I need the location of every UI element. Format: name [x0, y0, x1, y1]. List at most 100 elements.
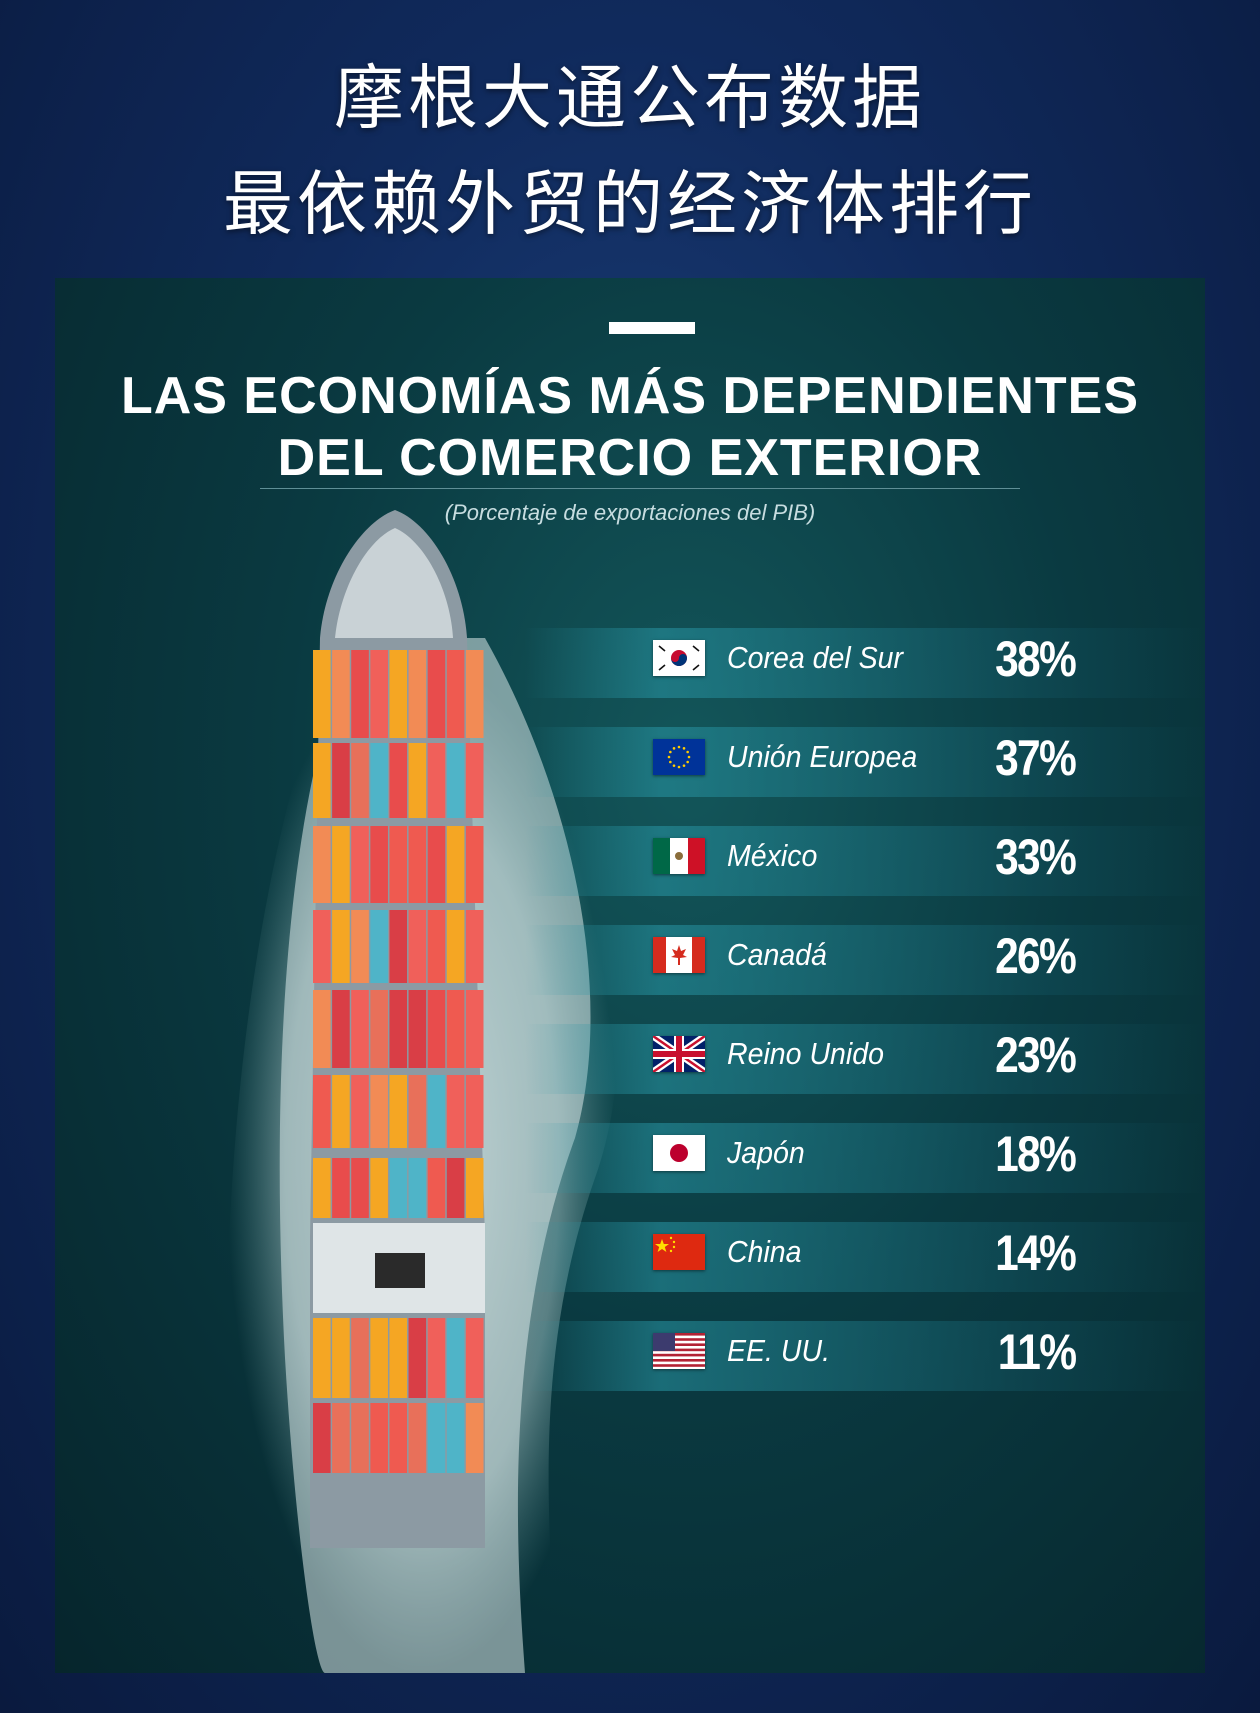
container [370, 990, 388, 1068]
container [370, 1158, 388, 1218]
container [370, 1075, 388, 1148]
country-label: Corea del Sur [727, 640, 903, 675]
container [370, 826, 388, 903]
container [351, 990, 369, 1068]
container [427, 650, 446, 738]
container [332, 743, 350, 818]
container [427, 743, 446, 818]
container [313, 1158, 331, 1218]
container [389, 1075, 408, 1148]
container [446, 1158, 465, 1218]
container [389, 1158, 408, 1218]
container [332, 990, 350, 1068]
container [313, 1318, 331, 1398]
value-label: 38% [995, 631, 1077, 687]
container [408, 990, 427, 1068]
container [427, 990, 446, 1068]
country-label: Reino Unido [727, 1036, 884, 1071]
container [389, 1318, 408, 1398]
chart-title-line-1: LAS ECONOMÍAS MÁS DEPENDIENTES [120, 367, 1140, 425]
container [351, 826, 369, 903]
container [313, 1075, 331, 1148]
container [427, 1158, 446, 1218]
china-flag-icon [653, 1234, 705, 1270]
container [313, 910, 331, 983]
container [389, 910, 408, 983]
container [465, 1075, 484, 1148]
container [446, 1075, 465, 1148]
container [465, 650, 484, 738]
value-label: 33% [995, 829, 1077, 885]
ranking-row: Unión Europea 37% [55, 727, 1205, 797]
container [389, 826, 408, 903]
container [465, 1403, 484, 1473]
row-highlight-band [525, 925, 1205, 995]
container [332, 910, 350, 983]
container [465, 1158, 484, 1218]
row-highlight-band [525, 1321, 1205, 1391]
row-highlight-band [525, 1222, 1205, 1292]
chinese-title-line-2: 最依赖外贸的经济体排行 [223, 163, 1037, 245]
container [389, 743, 408, 818]
container [465, 910, 484, 983]
value-label: 11% [997, 1324, 1076, 1380]
ranking-row: México 33% [55, 826, 1205, 896]
container [427, 1403, 446, 1473]
container [446, 990, 465, 1068]
country-label: México [727, 838, 818, 873]
ranking-row: Reino Unido 23% [55, 1024, 1205, 1094]
container [313, 990, 331, 1068]
container [427, 1318, 446, 1398]
container [351, 1158, 369, 1218]
container [370, 650, 388, 738]
chart-subtitle: (Porcentaje de exportaciones del PIB) [444, 500, 816, 525]
container [408, 1075, 427, 1148]
container [351, 1403, 369, 1473]
container [351, 910, 369, 983]
container [446, 1403, 465, 1473]
container [408, 743, 427, 818]
uk-flag-icon [651, 1033, 707, 1075]
mexico-flag-icon [653, 838, 705, 874]
container [446, 826, 465, 903]
value-label: 23% [995, 1027, 1077, 1083]
value-label: 18% [995, 1126, 1077, 1182]
row-highlight-band [525, 628, 1205, 698]
container [408, 1403, 427, 1473]
container [408, 1318, 427, 1398]
container [351, 1318, 369, 1398]
container [370, 1318, 388, 1398]
container [465, 826, 484, 903]
row-highlight-band [525, 826, 1205, 896]
container [313, 826, 331, 903]
ranking-row: EE. UU. 11% [55, 1321, 1205, 1391]
container [408, 1158, 427, 1218]
container [351, 650, 369, 738]
container [370, 1403, 388, 1473]
container [465, 990, 484, 1068]
chinese-title-line-1: 摩根大通公布数据 [334, 57, 926, 139]
ranking-row: Canadá 26% [55, 925, 1205, 995]
container [465, 1318, 484, 1398]
value-label: 37% [995, 730, 1077, 786]
ranking-row: Japón 18% [55, 1123, 1205, 1193]
container [408, 826, 427, 903]
country-label: Unión Europea [727, 739, 918, 774]
title-accent-bar [609, 322, 695, 334]
row-highlight-band [525, 727, 1205, 797]
value-label: 26% [995, 928, 1077, 984]
container [446, 743, 465, 818]
eu-flag-icon [653, 739, 705, 775]
container [370, 743, 388, 818]
cargo-ship-illustration [226, 510, 619, 1673]
container [313, 1403, 331, 1473]
row-highlight-band [525, 1123, 1205, 1193]
container [408, 910, 427, 983]
container [389, 990, 408, 1068]
canada-flag-icon [653, 937, 705, 973]
container [427, 910, 446, 983]
container [427, 826, 446, 903]
ranking-row: China 14% [55, 1222, 1205, 1292]
container [446, 1318, 465, 1398]
container [465, 743, 484, 818]
